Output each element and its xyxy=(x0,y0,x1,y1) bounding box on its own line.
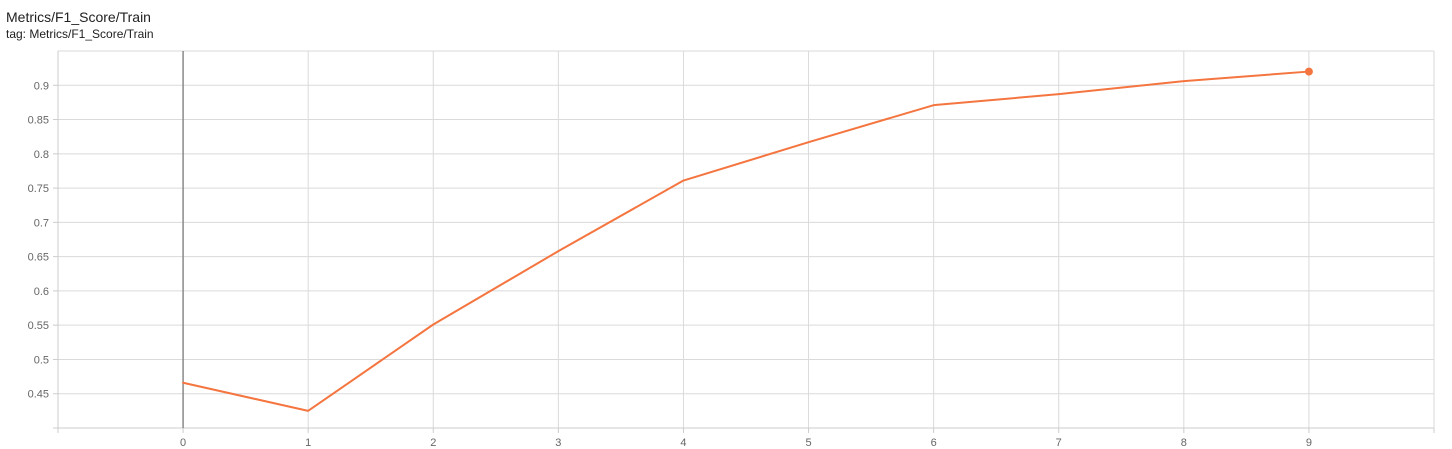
x-tick-label: 0 xyxy=(180,437,186,449)
series-lines[interactable] xyxy=(182,67,1313,412)
series-line[interactable] xyxy=(182,70,1310,412)
y-tick-label: 0.45 xyxy=(28,389,49,401)
grid-lines xyxy=(58,51,1434,428)
x-tick-label: 1 xyxy=(305,437,311,449)
y-tick-label: 0.55 xyxy=(28,320,49,332)
x-tick-label: 4 xyxy=(680,437,686,449)
chart-tag-subtitle: tag: Metrics/F1_Score/Train xyxy=(6,27,154,41)
chart-header: Metrics/F1_Score/Train tag: Metrics/F1_S… xyxy=(6,8,154,41)
x-tick-label: 5 xyxy=(805,437,811,449)
y-tick-label: 0.8 xyxy=(34,149,49,161)
x-axis-tick-labels: 0 1 2 3 4 5 6 7 8 9 xyxy=(57,428,1435,449)
x-tick-label: 2 xyxy=(430,437,436,449)
y-tick-label: 0.5 xyxy=(34,354,49,366)
y-tick-label: 0.7 xyxy=(34,217,49,229)
y-tick-label: 0.65 xyxy=(28,252,49,264)
y-tick-label: 0.85 xyxy=(28,115,49,127)
axes xyxy=(57,50,1435,429)
x-tick-label: 9 xyxy=(1306,437,1312,449)
y-tick-label: 0.75 xyxy=(28,183,49,195)
x-tick-label: 3 xyxy=(555,437,561,449)
x-tick-label: 8 xyxy=(1181,437,1187,449)
x-tick-label: 7 xyxy=(1056,437,1062,449)
x-tick-label: 6 xyxy=(931,437,937,449)
chart-title: Metrics/F1_Score/Train xyxy=(6,9,151,25)
y-tick-label: 0.9 xyxy=(34,80,49,92)
last-data-point[interactable] xyxy=(1304,67,1313,76)
y-axis-tick-labels: 0.45 0.5 0.55 0.6 0.65 0.7 0.75 0.8 0.85 0.9 xyxy=(28,80,58,429)
y-tick-label: 0.6 xyxy=(34,286,49,298)
